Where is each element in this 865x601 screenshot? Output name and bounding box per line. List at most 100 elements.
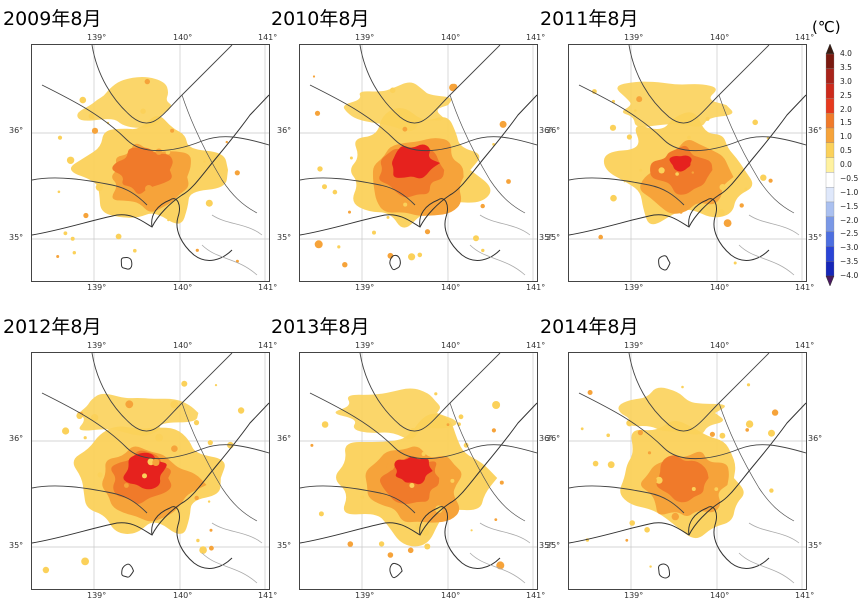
y-tick-label-right: 36° [539,126,554,135]
heat-spot [723,219,732,228]
heat-spot [155,148,163,155]
map-area [31,352,270,590]
heat-spot [434,392,438,396]
heat-spot [644,527,650,533]
heat-spot [709,431,715,437]
heat-zone-0p5 [79,393,199,436]
y-tick-label-right: 35° [808,233,823,242]
heat-spot [195,248,199,252]
heat-spot [321,421,329,428]
x-tick-label: 139° [624,33,644,42]
heat-spot [209,528,213,532]
coastline [419,506,501,569]
heat-spot [407,547,414,554]
heat-spot [691,487,696,491]
heat-spot [70,236,75,241]
heat-spot [133,248,137,253]
heat-spot [95,183,104,191]
x-tick-label: 140° [710,591,730,600]
heat-spot [671,512,679,521]
heat-spot [480,203,485,209]
heat-spot [387,552,394,558]
x-tick-label: 139° [624,591,644,600]
heat-spot [322,184,327,190]
prefecture-border [300,177,416,206]
heat-spot [83,436,87,440]
heat-spot [451,83,458,90]
colorbar-segment [825,142,835,158]
x-tick-label: 141° [526,591,546,600]
heat-spot [760,174,767,181]
prefecture-border [569,485,685,514]
heat-spot [140,108,146,114]
heat-spot [42,566,50,574]
x-tick-label: 139° [355,33,375,42]
colorbar-unit: (℃) [812,18,841,36]
heat-spot [337,245,341,249]
x-tick-label: 140° [441,283,461,292]
heat-spot [72,251,76,255]
ocean-contour [201,214,263,276]
coastline [419,198,501,261]
colorbar-tick-label: 0.0 [840,160,852,169]
colorbar-tick-label: 1.0 [840,132,852,142]
colorbar-segment [825,246,835,262]
heat-spot [170,128,175,133]
heat-spot [598,234,603,240]
heat-spot [625,538,629,542]
heat-spot [679,210,683,214]
prefecture-border [32,177,148,206]
heat-spot [409,483,415,488]
colorbar-tick-label: −3.0 [840,243,859,253]
x-tick-label: 140° [173,33,193,42]
heat-spot [145,185,153,193]
colorbar-tick-label: 2.0 [840,104,852,114]
heat-spot [207,440,213,446]
colorbar-tick-label: 3.0 [840,76,852,86]
heat-zone-1p5 [112,147,173,194]
heat-spot [360,495,365,499]
ocean-contour [738,522,800,584]
coastline [151,198,233,261]
heat-spot [650,477,657,484]
map-svg [569,45,806,281]
x-tick-label: 140° [173,283,193,292]
colorbar-segment [825,53,835,69]
prefecture-border [578,84,806,152]
heat-spot [681,385,684,389]
heat-spot [587,390,593,395]
heat-spot [386,462,395,471]
heat-spot [237,407,245,414]
heat-spot [332,189,338,195]
heat-spot [378,541,385,547]
heat-spot [194,495,199,501]
x-tick-label: 140° [710,33,730,42]
prefecture-border [91,353,233,432]
colorbar-segment [825,231,835,247]
colorbar-segment [825,83,835,99]
heat-spot [424,543,431,550]
prefecture-border [628,353,770,432]
y-tick-label-right: 35° [539,233,554,242]
heat-spot [402,126,408,132]
heat-spot [83,212,89,219]
river-line [449,402,526,522]
heat-zone-0p5 [617,81,733,127]
y-tick-label-right: 36° [808,434,823,443]
heat-spot [62,427,70,435]
heat-spot [207,500,211,503]
colorbar-segment [825,113,835,129]
heat-spot [171,445,178,452]
heat-spot [626,134,632,140]
x-tick-label: 139° [87,283,107,292]
prefecture-border [569,177,685,206]
colorbar-tick-label: 1.5 [840,118,852,128]
heat-spot [421,452,426,456]
heat-zone-2p0 [394,456,433,485]
heat-spot [318,511,324,517]
map-area [299,44,538,282]
island-outline [389,562,403,579]
prefecture-border [578,392,806,460]
heat-spot [349,156,353,160]
heat-spot [691,171,694,174]
